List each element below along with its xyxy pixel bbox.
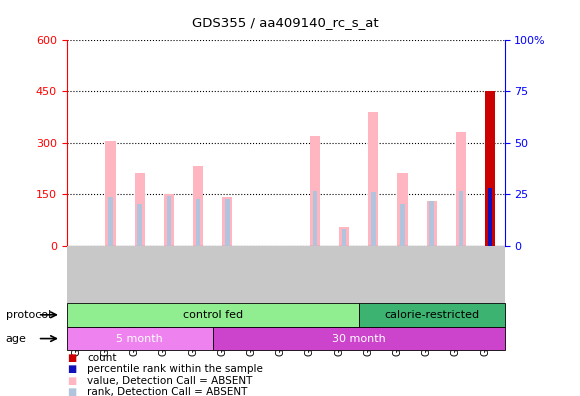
Bar [166, 196, 171, 246]
Bar [135, 173, 145, 246]
Text: 30 month: 30 month [332, 333, 386, 344]
Bar [213, 327, 505, 350]
Bar [137, 204, 142, 246]
Text: count: count [87, 353, 117, 364]
Bar [368, 112, 378, 246]
Text: protocol: protocol [6, 310, 51, 320]
Bar [164, 194, 174, 246]
Bar [400, 204, 405, 246]
Bar [429, 201, 434, 246]
Bar [426, 201, 437, 246]
Bar [358, 303, 505, 327]
Bar [488, 188, 492, 246]
Text: calorie-restricted: calorie-restricted [384, 310, 479, 320]
Text: ■: ■ [67, 364, 76, 375]
Text: rank, Detection Call = ABSENT: rank, Detection Call = ABSENT [87, 386, 248, 396]
Bar [193, 166, 203, 246]
Text: GDS355 / aa409140_rc_s_at: GDS355 / aa409140_rc_s_at [193, 16, 379, 29]
Bar [485, 91, 495, 246]
Bar [310, 136, 320, 246]
Text: ■: ■ [67, 386, 76, 396]
Text: ■: ■ [67, 353, 76, 364]
Bar [67, 327, 213, 350]
Text: percentile rank within the sample: percentile rank within the sample [87, 364, 263, 375]
Bar [397, 173, 408, 246]
Text: age: age [6, 333, 27, 344]
Bar [222, 198, 233, 246]
Bar [108, 198, 113, 246]
Bar [485, 91, 495, 246]
Bar [196, 199, 200, 246]
Bar [339, 227, 349, 246]
Bar [456, 132, 466, 246]
Bar [459, 191, 463, 246]
Bar [106, 141, 115, 246]
Bar [67, 303, 358, 327]
Bar [342, 229, 346, 246]
Text: 5 month: 5 month [117, 333, 163, 344]
Bar [225, 199, 230, 246]
Text: value, Detection Call = ABSENT: value, Detection Call = ABSENT [87, 375, 252, 386]
Bar [371, 192, 375, 246]
Text: ■: ■ [67, 375, 76, 386]
Bar [313, 191, 317, 246]
Text: control fed: control fed [183, 310, 242, 320]
